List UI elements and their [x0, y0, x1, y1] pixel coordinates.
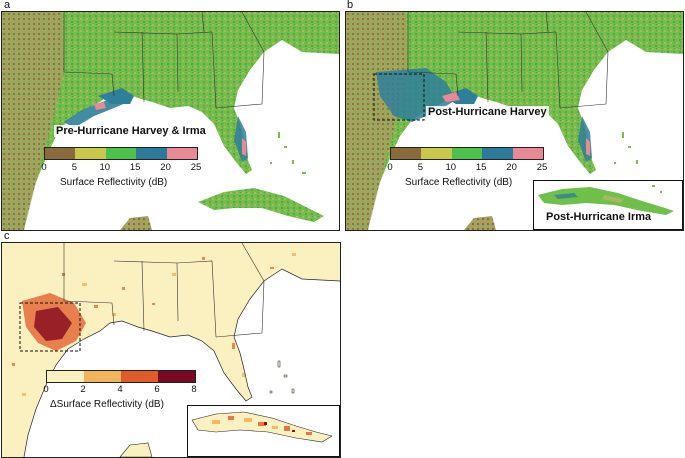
panel-a-tick: 20 — [160, 162, 171, 173]
panel-a-swatch-1 — [45, 148, 76, 159]
coastal-high — [442, 92, 460, 102]
panel-c-swatch-1 — [47, 371, 84, 382]
panel-c-ticks: 0 2 4 6 8 — [43, 384, 197, 396]
irma-change — [228, 416, 312, 435]
coastal-high — [94, 102, 106, 110]
panel-a-swatch-4 — [136, 148, 167, 159]
state-borders — [63, 243, 265, 338]
florida-high — [242, 138, 246, 156]
panel-c-tick: 4 — [117, 384, 123, 395]
panel-c-swatch-3 — [121, 371, 158, 382]
panel-a-tick: 25 — [190, 162, 202, 173]
scattered-change — [12, 257, 274, 366]
panel-c-colorbar — [46, 370, 196, 383]
panel-a-swatch-5 — [166, 148, 198, 159]
panel-a-colorbar — [44, 147, 198, 160]
scattered-low-change — [22, 253, 296, 396]
panel-c-cuba-inset — [187, 405, 340, 457]
panel-a-title: Pre-Hurricane Harvey & Irma — [54, 125, 208, 137]
panel-a-ticks: 0 5 10 15 20 25 — [41, 162, 201, 174]
panel-b-colorbar-label: Surface Reflectivity (dB) — [405, 177, 513, 188]
panel-a-colorbar-label: Surface Reflectivity (dB) — [60, 177, 168, 188]
panel-a-tick: 15 — [129, 162, 141, 173]
bahamas-islands — [269, 360, 295, 394]
panel-a-tick: 5 — [71, 162, 78, 173]
panel-b-title: Post-Hurricane Harvey — [426, 106, 549, 118]
panel-c-tick: 0 — [43, 384, 49, 395]
mainland-shape — [2, 243, 340, 457]
panel-b-swatch-2 — [421, 148, 452, 159]
irma-inset-graphic — [538, 185, 674, 215]
yucatan-shape — [464, 216, 496, 230]
state-borders — [63, 12, 265, 109]
panel-b-tick: 25 — [536, 162, 548, 173]
panel-c-colorbar-label: ΔSurface Reflectivity (dB) — [50, 399, 164, 410]
panel-c-tick: 2 — [80, 384, 86, 395]
panel-b-tick: 20 — [506, 162, 517, 173]
panel-b-tick: 5 — [417, 162, 424, 173]
bahamas-islands — [270, 132, 306, 174]
yucatan-shape — [119, 442, 153, 457]
mainland-shape — [346, 12, 683, 230]
panel-c-tick: 6 — [154, 384, 160, 395]
panel-b-tick: 15 — [475, 162, 487, 173]
harvey-region-box — [373, 73, 425, 121]
panel-b-swatch-4 — [482, 148, 513, 159]
harvey-change-core — [34, 307, 72, 341]
mainland-coastline — [23, 268, 340, 457]
cuba-shape — [198, 188, 324, 222]
panel-a-swatch-3 — [105, 148, 137, 159]
bahamas-islands — [614, 132, 638, 164]
panel-c-swatch-4 — [158, 371, 195, 382]
panel-b-irma-inset: Post-Hurricane Irma — [533, 180, 683, 230]
panel-a-swatch-2 — [75, 148, 106, 159]
panel-a-tick: 10 — [99, 162, 111, 173]
panel-b-label: b — [347, 0, 354, 11]
panel-b-tick: 10 — [445, 162, 457, 173]
west-terrain — [2, 12, 64, 230]
state-borders — [407, 12, 609, 109]
louisiana-wetlands — [98, 88, 134, 104]
panel-a-map — [1, 11, 340, 231]
cuba-inset-graphic — [191, 411, 333, 443]
panel-a-label: a — [4, 0, 11, 11]
west-terrain — [346, 12, 408, 230]
mainland-shape — [2, 12, 339, 230]
panel-c-tick: 8 — [191, 384, 197, 395]
panel-a-tick: 0 — [41, 162, 47, 173]
panel-b-ticks: 0 5 10 15 20 25 — [387, 162, 547, 174]
harvey-region-box — [19, 302, 81, 352]
panel-b-colorbar — [390, 147, 544, 160]
panel-b-swatch-3 — [451, 148, 483, 159]
yucatan-shape — [120, 216, 152, 230]
cuba-shape — [191, 411, 333, 443]
irma-inset-title: Post-Hurricane Irma — [546, 211, 652, 223]
florida-high — [586, 138, 590, 156]
panel-c-swatch-2 — [84, 371, 121, 382]
panel-b-tick: 0 — [387, 162, 393, 173]
panel-c-map-graphic — [2, 243, 340, 457]
panel-a-map-graphic — [2, 12, 339, 230]
panel-c-label: c — [4, 230, 10, 242]
panel-b-swatch-1 — [391, 148, 422, 159]
panel-b-swatch-5 — [512, 148, 544, 159]
